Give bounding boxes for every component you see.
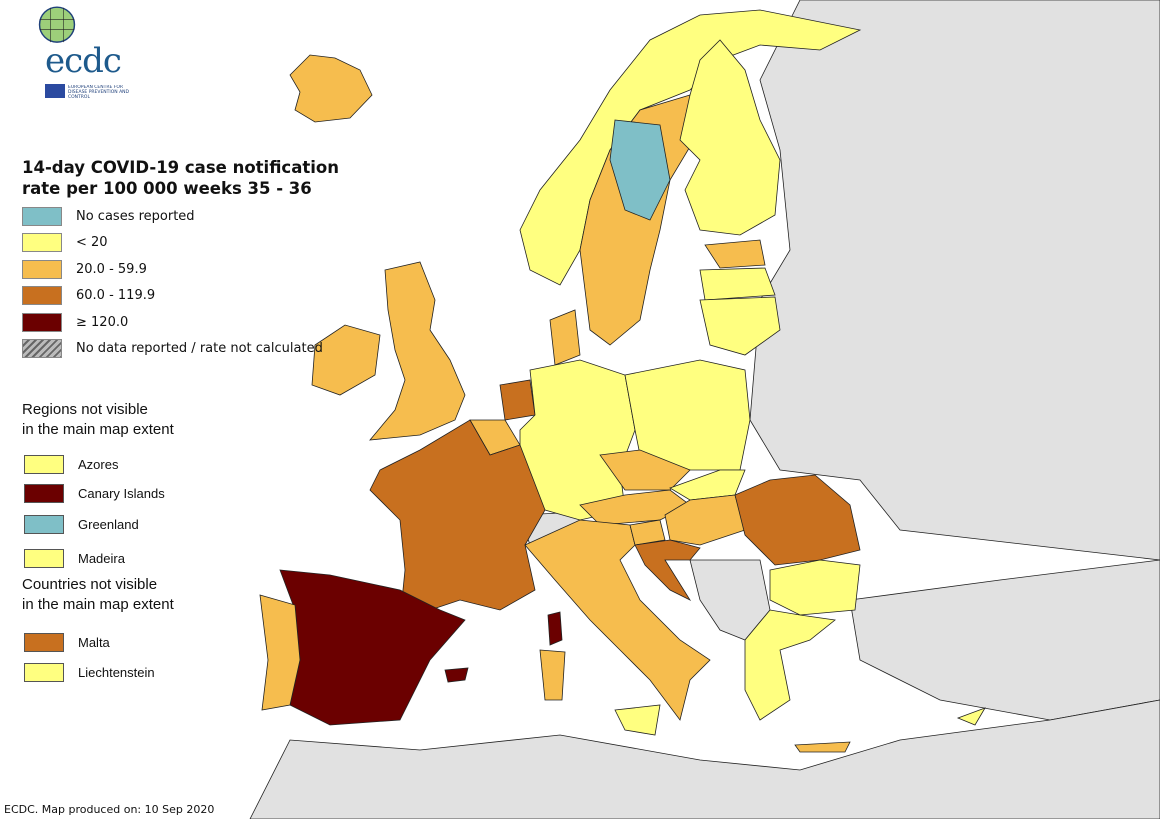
legend-item-c20: 20.0 - 59.9 — [22, 259, 147, 279]
legend-item-azores: Azores — [24, 454, 118, 474]
legend-label: Azores — [78, 456, 119, 472]
ecdc-logo — [22, 5, 142, 45]
countries-layer — [259, 9, 986, 753]
countries-not-visible-title: Countries not visible in the main map ex… — [22, 575, 174, 615]
country-netherlands — [499, 379, 536, 421]
regions-not-visible-title: Regions not visible in the main map exte… — [22, 400, 174, 440]
globe-icon — [38, 6, 76, 43]
legend-swatch — [24, 662, 64, 682]
legend-item-none: No cases reported — [22, 206, 195, 226]
country-slovenia — [629, 519, 666, 546]
legend-item-lt20: < 20 — [22, 233, 108, 253]
legend-swatch — [22, 286, 62, 305]
country-balearic-islands — [444, 667, 469, 683]
country-finland — [679, 39, 781, 236]
legend-title-line1: 14-day COVID-19 case notification — [22, 158, 339, 177]
country-greece — [744, 609, 836, 721]
region-no-cases-sweden — [609, 119, 671, 221]
legend-swatch — [24, 514, 64, 534]
country-latvia — [699, 267, 776, 301]
legend-swatch — [22, 259, 62, 279]
legend-label: Canary Islands — [78, 485, 165, 501]
legend-label: No data reported / rate not calculated — [76, 341, 323, 356]
legend-label: Madeira — [78, 550, 125, 566]
logo-text: ecdc — [45, 41, 122, 81]
legend-label: 60.0 - 119.9 — [76, 288, 156, 303]
regions-title-line2: in the main map extent — [22, 421, 174, 438]
country-corsica — [547, 611, 563, 646]
country-croatia — [634, 539, 701, 601]
legend-item-liechtenstein: Liechtenstein — [24, 662, 155, 682]
regions-title-line1: Regions not visible — [22, 401, 148, 418]
country-estonia — [704, 239, 766, 269]
land-turkey — [849, 559, 1160, 721]
legend-title: 14-day COVID-19 case notification rate p… — [22, 157, 339, 199]
countries-title-line2: in the main map extent — [22, 596, 174, 613]
legend-item-malta: Malta — [24, 632, 110, 652]
country-united-kingdom — [369, 261, 466, 441]
legend-swatch — [24, 483, 64, 503]
legend-label: Greenland — [78, 516, 139, 532]
legend-swatch — [24, 454, 64, 474]
legend-item-madeira: Madeira — [24, 548, 125, 568]
legend-label: No cases reported — [76, 208, 195, 224]
legend-label: < 20 — [76, 235, 108, 250]
country-sicily — [614, 704, 661, 736]
land-russia-east — [749, 0, 1160, 561]
legend-item-c120: ≥ 120.0 — [22, 312, 128, 332]
legend-label: 20.0 - 59.9 — [76, 261, 147, 277]
footer-credit: ECDC. Map produced on: 10 Sep 2020 — [4, 803, 215, 816]
country-sardinia — [539, 649, 566, 701]
country-crete — [794, 741, 851, 753]
country-denmark — [549, 309, 581, 366]
legend-swatch — [22, 206, 62, 226]
country-portugal — [259, 594, 301, 711]
legend-item-nodata: No data reported / rate not calculated — [22, 339, 323, 359]
non-eu-land — [249, 0, 1160, 819]
country-romania — [734, 474, 861, 566]
countries-title-line1: Countries not visible — [22, 576, 158, 593]
eu-flag-icon — [45, 84, 65, 98]
legend-item-canary-islands: Canary Islands — [24, 483, 165, 503]
country-cyprus — [956, 707, 986, 726]
country-lithuania — [699, 296, 781, 356]
country-ireland — [311, 324, 381, 396]
country-france — [369, 419, 546, 621]
logo-subtitle: EUROPEAN CENTRE FOR DISEASE PREVENTION A… — [68, 85, 129, 100]
land-africa — [249, 699, 1160, 819]
country-czechia — [599, 449, 691, 491]
legend-label: Malta — [78, 634, 110, 650]
legend-swatch — [24, 632, 64, 652]
legend-item-greenland: Greenland — [24, 514, 139, 534]
legend-item-c60: 60.0 - 119.9 — [22, 286, 155, 306]
country-iceland — [289, 54, 373, 123]
legend-swatch — [24, 548, 64, 568]
legend-swatch — [22, 312, 62, 332]
legend-swatch — [22, 339, 62, 358]
legend-label: Liechtenstein — [78, 664, 155, 680]
country-bulgaria — [769, 559, 861, 616]
legend-swatch — [22, 233, 62, 252]
legend-title-line2: rate per 100 000 weeks 35 - 36 — [22, 179, 312, 198]
country-slovakia — [669, 469, 746, 501]
legend-label: ≥ 120.0 — [76, 314, 129, 330]
